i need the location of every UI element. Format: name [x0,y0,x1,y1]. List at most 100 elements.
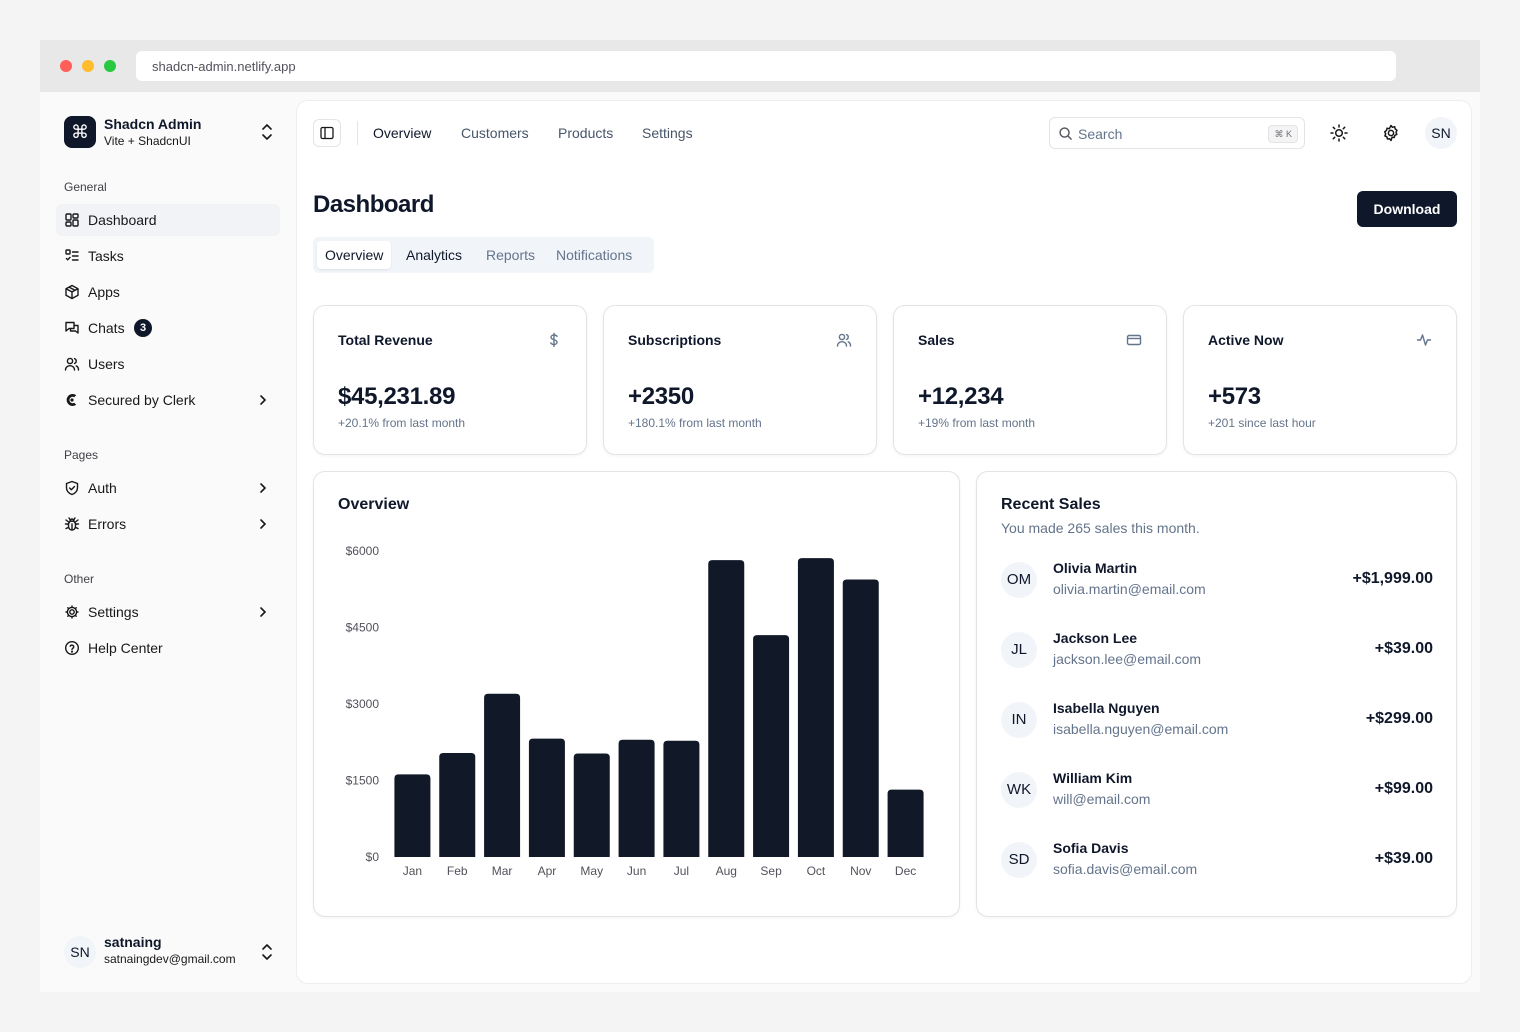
sidebar-item-auth[interactable]: Auth [56,472,280,504]
bar-jan[interactable] [394,774,431,857]
x-tick-label: Dec [895,864,916,878]
y-tick-label: $1500 [346,774,380,788]
stat-value: +12,234 [918,383,1004,410]
sidebar-item-help-center[interactable]: Help Center [56,632,280,664]
stat-note: +19% from last month [918,416,1036,430]
dollar-icon [550,332,558,348]
x-tick-label: Feb [447,864,468,878]
messages-icon [65,321,79,334]
stat-note: +180.1% from last month [628,416,762,430]
team-switcher[interactable]: ⌘ Shadcn Admin Vite + ShadcnUI [64,116,274,148]
command-icon: ⌘ [64,116,96,148]
stat-value: $45,231.89 [338,383,456,410]
chevrons-up-down-icon [262,944,272,960]
search-placeholder: Search [1078,126,1123,142]
section-label-general: General [64,180,107,194]
chevron-right-icon [260,607,267,617]
x-tick-label: Jun [627,864,646,878]
profile-avatar[interactable]: SN [1425,117,1457,149]
settings-icon [65,605,79,619]
users-icon [836,333,852,347]
bar-sep[interactable] [753,635,790,857]
download-button[interactable]: Download [1357,191,1457,227]
avatar: IN [1001,702,1037,738]
stat-title: Active Now [1208,332,1284,348]
list-todo-icon [65,249,79,261]
address-bar[interactable]: shadcn-admin.netlify.app [136,51,1396,81]
list-item: OM Olivia Martin olivia.martin@email.com… [1001,560,1433,602]
overview-chart-card: Overview $0 $1500 $3000 $4500 $6000 Jan Feb Mar… [313,471,960,917]
close-window-button[interactable] [60,60,72,72]
avatar: WK [1001,772,1037,808]
sidebar: ⌘ Shadcn Admin Vite + ShadcnUI General D… [40,92,295,992]
recent-sales-card: Recent Sales You made 265 sales this mon… [976,471,1457,917]
stat-note: +20.1% from last month [338,416,466,430]
customer-email: jackson.lee@email.com [1053,651,1202,667]
stat-title: Subscriptions [628,332,722,348]
x-tick-label: Oct [807,864,826,878]
minimize-window-button[interactable] [82,60,94,72]
search-input[interactable]: Search ⌘ K [1049,117,1305,149]
nav-link-settings[interactable]: Settings [642,125,693,141]
nav-link-products[interactable]: Products [558,125,614,141]
customer-email: sofia.davis@email.com [1053,861,1198,877]
x-tick-label: Jan [403,864,422,878]
customer-email: olivia.martin@email.com [1053,581,1206,597]
maximize-window-button[interactable] [104,60,116,72]
bar-aug[interactable] [708,560,745,857]
tab-reports[interactable]: Reports [486,247,536,263]
nav-link-overview[interactable]: Overview [373,125,432,141]
sidebar-item-dashboard[interactable]: Dashboard [56,204,280,236]
customer-email: isabella.nguyen@email.com [1053,721,1229,737]
sidebar-item-label: Secured by Clerk [88,392,196,408]
sidebar-toggle-button[interactable] [313,119,341,147]
y-tick-label: $0 [366,850,380,864]
sidebar-item-tasks[interactable]: Tasks [56,240,280,272]
sidebar-item-settings[interactable]: Settings [56,596,280,628]
sidebar-item-chats[interactable]: Chats 3 [56,312,280,344]
x-tick-label: Sep [760,864,782,878]
bar-jul[interactable] [663,740,700,857]
bar-dec[interactable] [887,789,924,857]
top-bar: Overview Customers Products Settings Sea… [297,101,1471,165]
sidebar-item-label: Help Center [88,640,163,656]
bar-apr[interactable] [528,738,565,857]
stat-note: +201 since last hour [1208,416,1316,430]
package-icon [65,284,79,300]
bar-oct[interactable] [797,558,834,857]
bar-nov[interactable] [842,579,879,857]
customer-name: Sofia Davis [1053,840,1129,856]
tab-analytics[interactable]: Analytics [406,247,463,263]
x-tick-label: May [580,864,603,878]
sidebar-item-secured-by-clerk[interactable]: Secured by Clerk [56,384,280,416]
sidebar-item-label: Tasks [88,248,124,264]
stat-card-subscriptions: Subscriptions +2350 +180.1% from last mo… [603,305,877,455]
sun-icon[interactable] [1329,123,1349,143]
bar-jun[interactable] [618,739,655,857]
credit-card-icon [1126,334,1142,346]
nav-link-customers[interactable]: Customers [461,125,529,141]
help-circle-icon [64,640,80,656]
main-content: Overview Customers Products Settings Sea… [296,100,1472,984]
bar-feb[interactable] [439,752,476,857]
list-item: WK William Kim will@email.com +$99.00 [1001,770,1433,812]
x-tick-label: Jul [674,864,689,878]
user-menu[interactable]: SN satnaing satnaingdev@gmail.com [64,934,274,968]
tab-notifications[interactable]: Notifications [556,247,633,263]
recent-sales-subtitle: You made 265 sales this month. [1001,520,1200,536]
layout-dashboard-icon [65,213,79,227]
sidebar-item-errors[interactable]: Errors [56,508,280,540]
user-email: satnaingdev@gmail.com [104,952,236,966]
list-item: IN Isabella Nguyen isabella.nguyen@email… [1001,700,1433,742]
gear-icon[interactable] [1381,123,1401,143]
sale-amount: +$1,999.00 [1352,570,1433,587]
brand-subtitle: Vite + ShadcnUI [104,134,191,148]
customer-name: William Kim [1053,770,1133,786]
bar-may[interactable] [573,753,610,857]
tab-overview[interactable]: Overview [317,241,392,269]
chart-title: Overview [338,496,410,513]
sidebar-item-users[interactable]: Users [56,348,280,380]
bar-mar[interactable] [484,693,521,857]
sidebar-item-apps[interactable]: Apps [56,276,280,308]
sidebar-item-label: Auth [88,480,117,496]
